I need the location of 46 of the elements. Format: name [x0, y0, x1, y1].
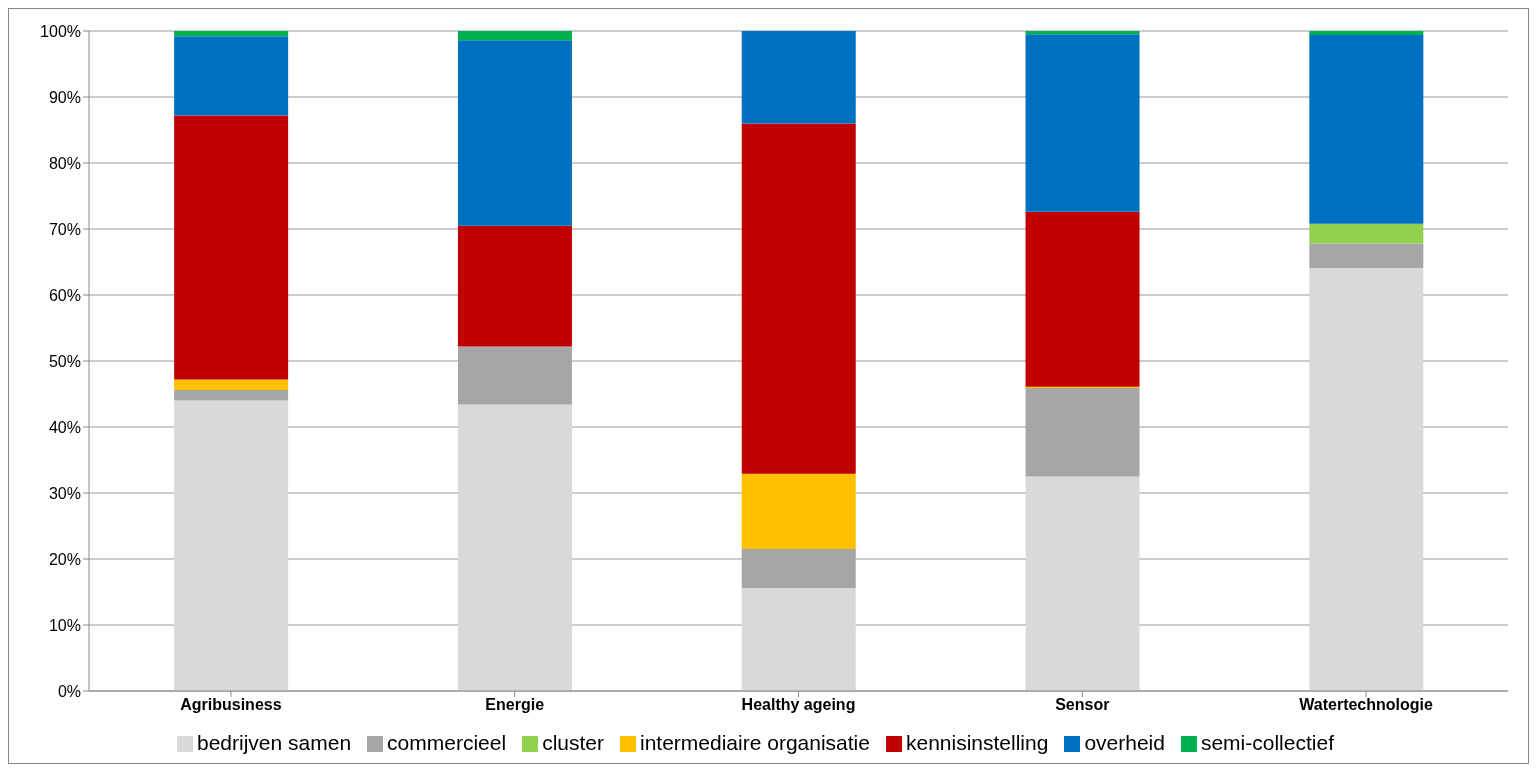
- legend-label: cluster: [542, 731, 604, 754]
- legend-label: overheid: [1084, 731, 1165, 754]
- y-tick-label: 30%: [48, 484, 81, 502]
- bar: [457, 40, 572, 226]
- bar: [457, 404, 572, 691]
- y-tick-label: 10%: [48, 616, 81, 634]
- y-tick-label: 80%: [48, 154, 81, 172]
- bar: [1025, 31, 1140, 35]
- bar: [174, 390, 289, 401]
- y-tick-label: 0%: [57, 682, 81, 700]
- bar: [174, 31, 289, 37]
- legend-label: commercieel: [387, 731, 507, 754]
- bar: [174, 36, 289, 116]
- bar: [1025, 211, 1140, 387]
- bar: [1309, 267, 1424, 691]
- bar: [174, 379, 289, 391]
- bar: [174, 115, 289, 380]
- bar: [1309, 243, 1424, 268]
- bar: [741, 473, 856, 550]
- bar: [457, 225, 572, 347]
- bar: [741, 588, 856, 691]
- x-tick-label: Energie: [485, 696, 545, 714]
- bar: [1309, 223, 1424, 244]
- legend-label: bedrijven samen: [197, 731, 352, 754]
- legend-label: kennisinstelling: [905, 731, 1049, 754]
- y-tick-label: 70%: [48, 220, 81, 238]
- bar: [741, 31, 856, 124]
- y-tick-label: 100%: [40, 22, 81, 40]
- legend-label: intermediaire organisatie: [639, 731, 870, 754]
- x-tick-label: Healthy ageing: [741, 696, 856, 714]
- bar: [741, 123, 856, 474]
- y-tick-label: 40%: [48, 418, 81, 436]
- y-tick-label: 90%: [48, 88, 81, 106]
- y-tick-label: 50%: [48, 352, 81, 370]
- bar: [457, 31, 572, 41]
- x-tick-label: Sensor: [1055, 696, 1110, 714]
- bar: [1025, 34, 1140, 212]
- bar: [1025, 476, 1140, 691]
- bar: [1309, 31, 1424, 35]
- y-tick-label: 60%: [48, 286, 81, 304]
- x-tick-label: Watertechnologie: [1299, 696, 1434, 714]
- y-tick-label: 20%: [48, 550, 81, 568]
- bar: [1309, 34, 1424, 224]
- bar: [174, 400, 289, 691]
- x-tick-label: Agribusiness: [180, 696, 282, 714]
- legend-label: semi-collectief: [1200, 731, 1334, 754]
